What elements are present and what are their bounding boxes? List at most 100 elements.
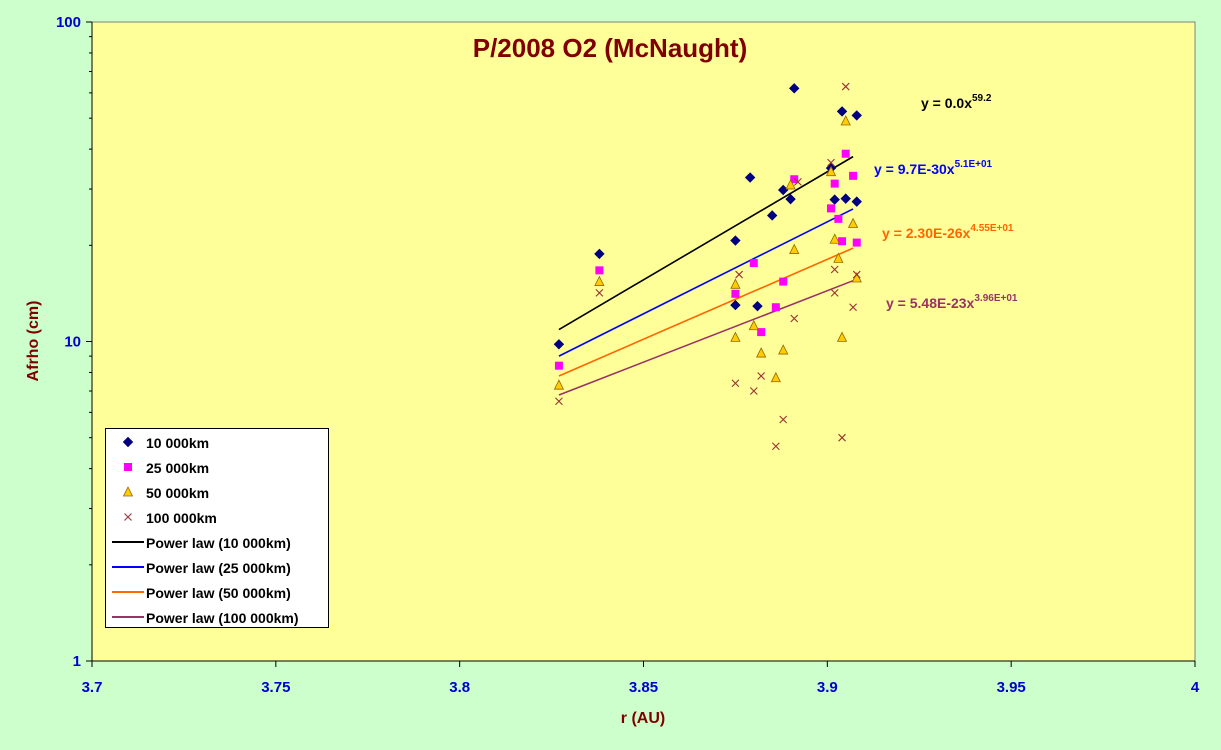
equation-exponent: 3.96E+01 <box>974 293 1018 304</box>
data-point <box>730 235 741 246</box>
data-point <box>744 172 756 183</box>
legend-marker <box>122 486 134 497</box>
legend-item: 10 000km <box>106 431 328 455</box>
data-point <box>847 217 859 228</box>
data-point <box>749 259 758 268</box>
data-point <box>766 210 778 221</box>
trendline <box>558 247 854 377</box>
data-point <box>830 265 839 274</box>
data-point <box>778 344 789 355</box>
data-point <box>851 110 862 121</box>
data-point <box>851 196 862 207</box>
y-tick-label: 1 <box>73 653 81 670</box>
legend-swatch <box>112 566 144 568</box>
legend-item: 100 000km <box>106 506 328 530</box>
legend-swatch <box>112 541 144 543</box>
trendline <box>558 279 854 396</box>
trendline <box>558 208 854 357</box>
equation-exponent: 4.55E+01 <box>970 223 1014 234</box>
legend-label: 25 000km <box>146 460 210 476</box>
data-point <box>841 82 850 91</box>
data-point <box>840 193 851 204</box>
x-axis-label: r (AU) <box>621 710 665 727</box>
equation-base: y = 0.0x <box>921 95 972 111</box>
legend-swatch <box>112 591 144 593</box>
data-point <box>553 379 565 390</box>
equation-base: y = 9.7E-30x <box>874 161 955 177</box>
data-point <box>757 328 766 337</box>
data-point <box>794 177 802 186</box>
data-point <box>838 433 846 442</box>
data-point <box>852 270 861 279</box>
legend-swatch <box>112 616 144 618</box>
data-point <box>595 266 604 275</box>
legend-item: 25 000km <box>106 456 328 480</box>
legend-item: Power law (50 000km) <box>106 581 328 605</box>
legend-marker <box>124 513 132 521</box>
data-point <box>829 233 840 244</box>
legend-label: Power law (25 000km) <box>146 560 291 576</box>
legend-label: 50 000km <box>146 485 210 501</box>
trendline <box>558 155 854 331</box>
data-point <box>790 314 799 323</box>
data-point <box>752 300 763 312</box>
y-tick-label: 10 <box>64 334 81 351</box>
data-point <box>553 339 565 350</box>
data-point <box>829 194 840 205</box>
data-point <box>555 397 563 406</box>
data-point <box>790 175 799 184</box>
data-point <box>749 387 758 395</box>
legend-label: Power law (100 000km) <box>146 610 299 626</box>
x-tick-label: 3.85 <box>629 679 658 696</box>
x-tick-label: 4 <box>1191 679 1200 696</box>
legend-marker <box>122 436 134 448</box>
data-point <box>849 303 857 312</box>
legend: 10 000km 25 000km 50 000km 100 000km Power l… <box>105 428 329 628</box>
x-tick-label: 3.95 <box>997 679 1026 696</box>
legend-swatch <box>124 463 132 471</box>
equation-exponent: 5.1E+01 <box>955 159 993 170</box>
x-tick-label: 3.9 <box>817 679 838 696</box>
data-point <box>841 149 850 158</box>
data-point <box>730 278 741 289</box>
data-point <box>771 442 780 451</box>
legend-swatch <box>122 486 134 497</box>
data-point <box>785 193 796 205</box>
y-axis-label: Afrho (cm) <box>25 301 42 382</box>
legend-item: Power law (100 000km) <box>106 606 328 630</box>
data-point <box>735 270 743 279</box>
data-point <box>595 288 604 297</box>
chart-title: P/2008 O2 (McNaught) <box>473 33 748 63</box>
data-point <box>731 289 740 298</box>
data-point <box>840 115 851 126</box>
data-point <box>785 179 796 190</box>
data-point <box>731 379 740 388</box>
data-point <box>771 303 780 312</box>
data-point <box>836 106 848 117</box>
data-point <box>789 83 800 94</box>
y-tick-label: 100 <box>56 14 81 31</box>
legend-marker <box>124 463 132 471</box>
data-point <box>849 171 858 180</box>
data-point <box>827 204 836 213</box>
trendline-equation: y = 2.30E-26x4.55E+01 <box>882 223 1014 241</box>
data-point <box>770 371 782 383</box>
data-point <box>779 277 788 286</box>
legend-label: 10 000km <box>146 435 210 451</box>
data-point <box>594 248 605 260</box>
data-point <box>779 415 788 424</box>
data-point <box>757 372 766 380</box>
data-point <box>830 179 839 188</box>
data-point <box>730 331 741 342</box>
trendline-equation: y = 5.48E-23x3.96E+01 <box>886 293 1018 311</box>
data-point <box>825 165 837 177</box>
legend-swatch <box>122 436 134 448</box>
x-tick-label: 3.7 <box>82 679 103 696</box>
data-point <box>836 331 848 342</box>
legend-swatch <box>124 513 132 521</box>
data-point <box>827 158 835 167</box>
legend-label: Power law (10 000km) <box>146 535 291 551</box>
data-point <box>594 275 605 286</box>
legend-item: 50 000km <box>106 481 328 505</box>
